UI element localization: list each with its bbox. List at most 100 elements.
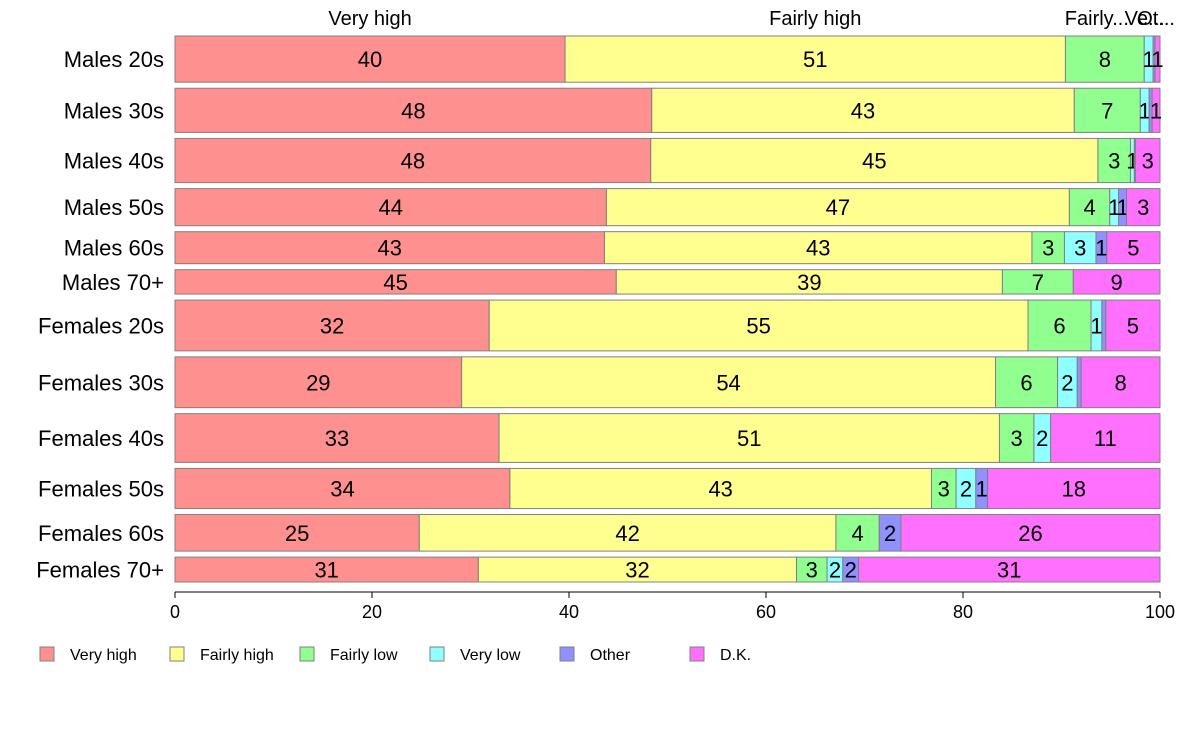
- legend-item-very-low: Very low: [429, 646, 521, 664]
- bar-segment-d-k: [1105, 299, 1161, 352]
- data-label: 1: [1143, 47, 1155, 72]
- data-label: 7: [1101, 98, 1113, 123]
- bar-segment-fairly-high: [615, 269, 1003, 295]
- bar-segment-fairly-low: [1068, 188, 1111, 227]
- data-label: 45: [383, 270, 407, 295]
- row-label: Males 40s: [64, 149, 164, 174]
- row-label: Males 60s: [64, 236, 164, 261]
- legend-swatch: [689, 646, 705, 662]
- data-label: 44: [378, 195, 402, 220]
- data-label: 8: [1114, 370, 1126, 395]
- data-label: 3: [1137, 195, 1149, 220]
- legend-item-d-k: D.K.: [689, 646, 751, 664]
- legend-label: D.K.: [720, 647, 751, 664]
- data-label: 9: [1111, 270, 1123, 295]
- data-label: 55: [746, 313, 770, 338]
- bar-segment-fairly-low: [995, 356, 1059, 409]
- data-label: 6: [1053, 313, 1065, 338]
- bar-row-females-60s: 25 42 4 2 26: [174, 514, 1161, 552]
- bar-segment-fairly-low: [835, 514, 880, 552]
- data-label: 43: [377, 236, 401, 261]
- data-label: 39: [797, 270, 821, 295]
- x-tick-label: 0: [170, 602, 180, 622]
- bar-segment-fairly-low: [930, 467, 957, 510]
- legend-item-very-high: Very high: [39, 646, 137, 664]
- legend-label: Other: [590, 647, 631, 664]
- row-label: Females 20s: [38, 313, 164, 338]
- bar-segment-d-k: [1106, 231, 1161, 265]
- row-label: Females 40s: [38, 426, 164, 451]
- bar-row-females-50s: 34 43 3 2 1 18: [174, 467, 1161, 510]
- data-label: 51: [803, 47, 827, 72]
- data-label: 26: [1018, 521, 1042, 546]
- bar-segment-other: [1076, 356, 1082, 409]
- x-tick-label: 60: [756, 602, 776, 622]
- bar-segment-fairly-high: [605, 188, 1070, 227]
- data-label: 2: [845, 558, 857, 583]
- data-label: 48: [401, 98, 425, 123]
- bar-row-females-30s: 29 54 6 2 8: [174, 356, 1161, 409]
- data-label: 54: [716, 370, 740, 395]
- data-label: 29: [306, 370, 330, 395]
- data-label: 5: [1127, 236, 1139, 261]
- bar-row-females-40s: 33 51 3 2 11: [174, 413, 1161, 463]
- top-label-other: Ot...: [1137, 8, 1175, 30]
- row-label: Males 70+: [62, 270, 164, 295]
- bar-row-males-40s: 48 45 3 1 3: [174, 137, 1161, 184]
- bar-segment-fairly-high: [488, 299, 1029, 352]
- bar-segment-fairly-high: [509, 467, 932, 510]
- bar-segment-fairly-high: [477, 556, 798, 583]
- x-axis: 0 20 40 60 80 100: [170, 591, 1175, 622]
- data-label: 34: [330, 476, 354, 501]
- data-label: 6: [1020, 370, 1032, 395]
- data-label: 48: [401, 149, 425, 174]
- top-category-labels: Very high Fairly high Fairly...Ve...Ot...: [328, 8, 1175, 30]
- legend-swatch: [299, 646, 315, 662]
- row-label: Males 30s: [64, 98, 164, 123]
- bar-row-males-70: 45 39 7 9: [174, 269, 1161, 295]
- bar-segment-d-k: [1126, 188, 1161, 227]
- bar-segment-very-high: [174, 356, 463, 409]
- bar-segment-d-k: [1072, 269, 1161, 295]
- bar-segment-fairly-low: [1027, 299, 1092, 352]
- data-label: 1: [1108, 195, 1120, 220]
- bar-row-males-20s: 40 51 8 11: [174, 35, 1164, 83]
- legend-label: Fairly low: [330, 647, 398, 664]
- data-label: 3: [1108, 149, 1120, 174]
- x-tick-label: 100: [1145, 602, 1175, 622]
- data-label: 3: [938, 476, 950, 501]
- data-label: 43: [806, 236, 830, 261]
- bar-segment-fairly-high: [498, 413, 1000, 463]
- data-label: 42: [615, 521, 639, 546]
- data-label: 43: [708, 476, 732, 501]
- legend: Very high Fairly high Fairly low Very low Ot…: [39, 646, 751, 664]
- data-label: 18: [1062, 476, 1086, 501]
- data-label: 7: [1032, 270, 1044, 295]
- row-label: Females 50s: [38, 476, 164, 501]
- top-label-very-high: Very high: [328, 8, 411, 30]
- bar-segment-fairly-low: [1031, 231, 1065, 265]
- bar-segment-fairly-high: [651, 87, 1075, 133]
- bar-row-females-20s: 32 55 6 1 5: [174, 299, 1161, 352]
- bar-segment-d-k: [1151, 87, 1161, 133]
- bar-segment-d-k: [987, 467, 1161, 510]
- data-label: 32: [320, 313, 344, 338]
- legend-item-other: Other: [559, 646, 631, 664]
- data-label: 8: [1099, 47, 1111, 72]
- bar-row-males-30s: 48 43 7 1 1: [174, 87, 1162, 133]
- bar-segment-fairly-high: [461, 356, 997, 409]
- bar-segment-very-high: [174, 188, 607, 227]
- data-label: 43: [851, 98, 875, 123]
- bar-row-males-50s: 44 47 4 11 3: [174, 188, 1161, 227]
- bar-segment-d-k: [1050, 413, 1161, 463]
- row-label: Females 30s: [38, 370, 164, 395]
- bar-segment-fairly-high: [603, 231, 1033, 265]
- data-label: 25: [285, 521, 309, 546]
- data-label: 4: [1083, 195, 1095, 220]
- data-label: 3: [806, 558, 818, 583]
- bar-segment-fairly-low: [998, 413, 1035, 463]
- bar-segment-other: [1101, 299, 1107, 352]
- row-label: Females 70+: [36, 558, 164, 583]
